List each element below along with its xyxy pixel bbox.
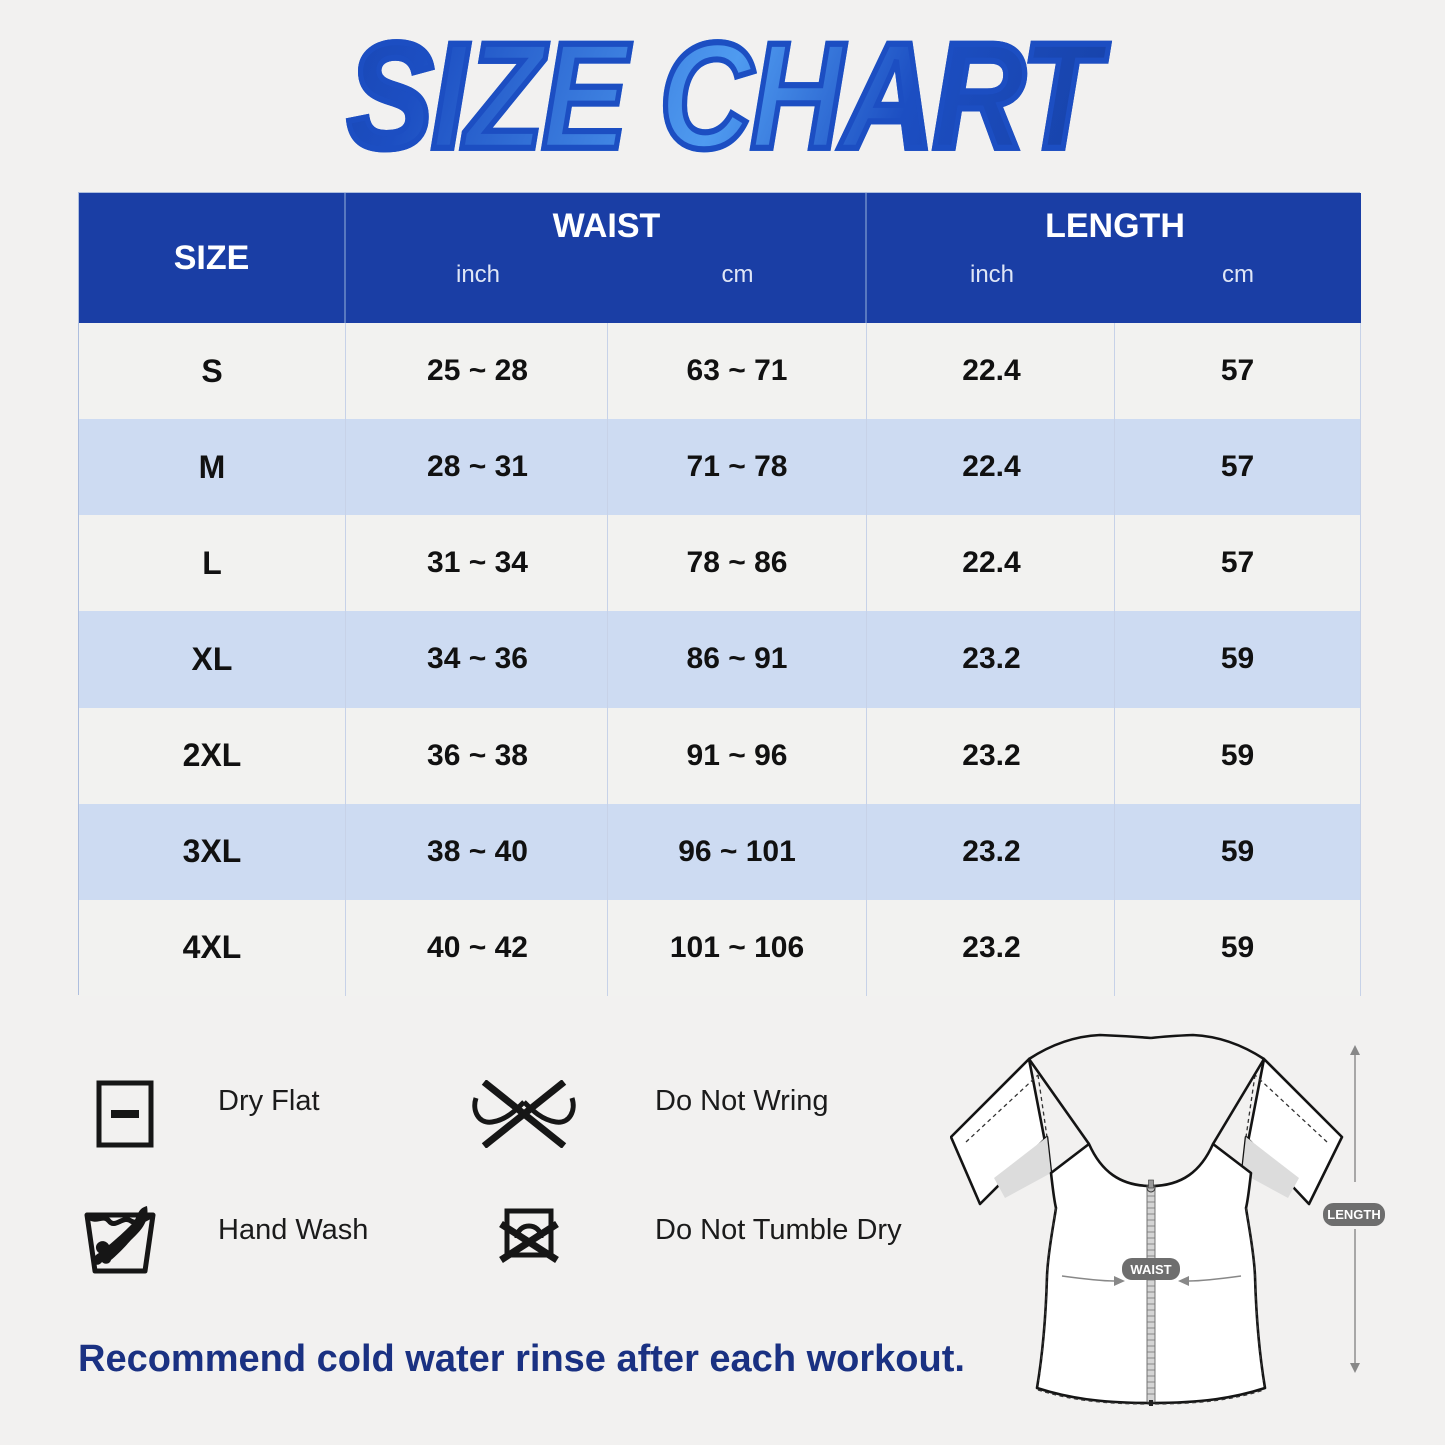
svg-text:WAIST: WAIST (1130, 1262, 1171, 1277)
svg-text:LENGTH: LENGTH (1327, 1207, 1380, 1222)
